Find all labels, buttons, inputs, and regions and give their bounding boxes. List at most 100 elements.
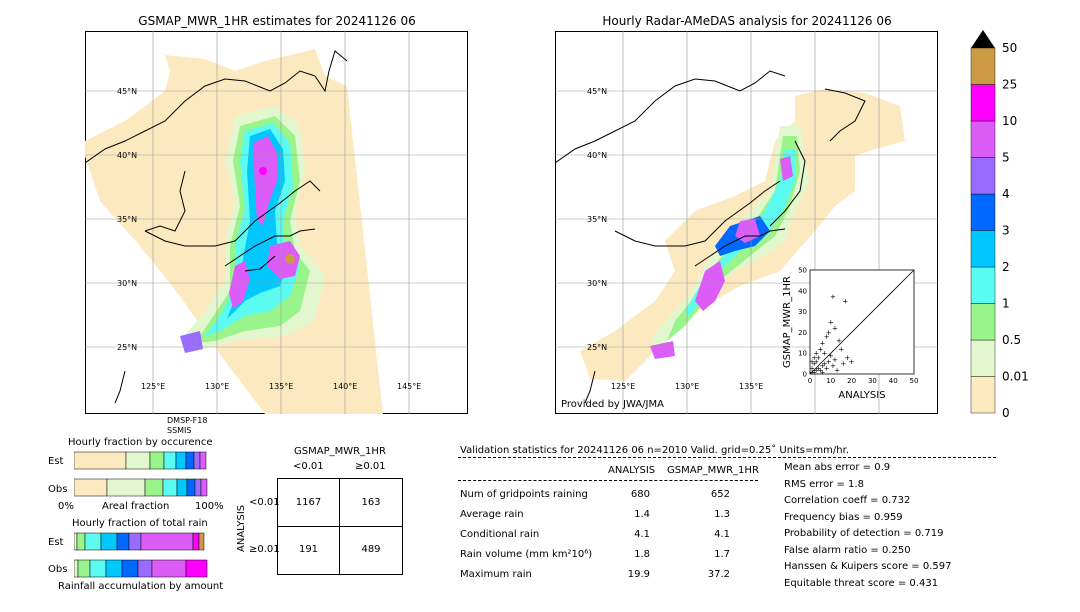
- scatter-ytick: 0: [803, 371, 807, 379]
- scatter-plot: ++++ +++ ++ ++++++++++++++++++++++++++ 0010…: [782, 267, 919, 402]
- lon-label: 135°E: [739, 382, 763, 391]
- colorbar-label: 4: [1002, 187, 1010, 201]
- scatter-point: +: [817, 366, 823, 374]
- occurrence-tick-0: 0%: [58, 501, 74, 512]
- obs-bar-seg: [186, 478, 196, 497]
- validation-divider: [458, 457, 996, 458]
- scatter-point: +: [834, 366, 840, 374]
- scatter-xlabel: ANALYSIS: [838, 390, 885, 401]
- totalrain-xlabel: Rainfall accumulation by amount: [58, 581, 224, 592]
- stat-label: Maximum rain: [460, 569, 532, 580]
- lon-label: 130°E: [675, 382, 699, 391]
- contingency-row-2: ≥0.01: [249, 544, 280, 555]
- stat-analysis-value: 19.9: [627, 569, 650, 580]
- col-gsmap: GSMAP_MWR_1HR: [667, 465, 759, 476]
- lat-label: 45°N: [587, 87, 607, 96]
- totalrain-bars: [74, 532, 208, 578]
- sensor-note: DMSP-F18 SSMIS: [167, 416, 208, 435]
- lon-label: 140°E: [333, 382, 357, 391]
- score-line: False alarm ratio = 0.250: [784, 544, 911, 556]
- scatter-ylabel: GSMAP_MWR_1HR: [782, 276, 793, 368]
- colorbar-label: 2: [1002, 260, 1010, 274]
- lat-label: 35°N: [587, 215, 607, 224]
- scatter-point: +: [820, 362, 826, 370]
- colorbar-label: 0: [1002, 406, 1010, 418]
- scatter-xtick: 10: [826, 377, 835, 385]
- scatter-point: +: [815, 364, 821, 372]
- colorbar-label: 50: [1002, 41, 1017, 55]
- colorbar-label: 0.01: [1002, 370, 1029, 384]
- col-analysis: ANALYSIS: [608, 465, 656, 476]
- scatter-point: +: [830, 293, 836, 301]
- colorbar-segment: [970, 47, 996, 85]
- scatter-xtick: 0: [808, 377, 812, 385]
- lat-label: 30°N: [117, 279, 137, 288]
- colorbar-segment: [970, 376, 996, 414]
- contingency-title: GSMAP_MWR_1HR: [294, 446, 386, 457]
- scatter-point: +: [826, 329, 832, 337]
- stat-analysis-value: 680: [630, 489, 650, 500]
- scatter-point: +: [809, 364, 815, 372]
- scatter-point: +: [813, 358, 819, 366]
- totalrain-est-label: Est: [48, 537, 64, 548]
- scatter-point: +: [824, 364, 830, 372]
- colorbar-segment: [970, 157, 996, 195]
- scatter-point: +: [845, 354, 851, 362]
- colorbar-label: 5: [1002, 151, 1010, 165]
- lon-label: 145°E: [397, 382, 421, 391]
- stat-gsmap-value: 1.3: [714, 509, 730, 520]
- colorbar-extend: [971, 30, 995, 48]
- lat-label: 40°N: [117, 151, 137, 160]
- score-line: Correlation coeff = 0.732: [784, 495, 911, 506]
- colorbar: 0 0.01 0.5 1 2 3 4 5 10 25 50: [970, 30, 1029, 418]
- scatter-ytick: 30: [798, 308, 807, 316]
- colorbar-label: 25: [1002, 78, 1017, 92]
- scatter-point: +: [809, 358, 815, 366]
- scatter-ytick: 40: [798, 287, 807, 295]
- obs-bar-seg: [194, 478, 202, 497]
- obs-bar-seg: [162, 478, 178, 497]
- est-bar-seg: [185, 451, 195, 470]
- lon-label: 125°E: [141, 382, 165, 391]
- est-bar-seg: [199, 451, 207, 470]
- right-map-title: Hourly Radar-AMeDAS analysis for 2024112…: [602, 14, 892, 28]
- scatter-point: +: [813, 366, 819, 374]
- est-bar-seg: [193, 451, 201, 470]
- stat-gsmap-value: 1.7: [714, 549, 730, 560]
- scatter-point: +: [820, 368, 826, 376]
- est-bar-seg: [149, 451, 165, 470]
- scatter-point: +: [836, 337, 842, 345]
- lon-label: 125°E: [611, 382, 635, 391]
- score-line: Equitable threat score = 0.431: [784, 577, 939, 589]
- stat-analysis-value: 1.8: [634, 549, 650, 560]
- scatter-point: +: [824, 333, 830, 341]
- scatter-xtick: 40: [889, 377, 898, 385]
- scatter-xtick: 30: [868, 377, 877, 385]
- scatter-xtick: 20: [847, 377, 856, 385]
- stat-analysis-value: 1.4: [634, 509, 650, 520]
- scatter-point: +: [811, 360, 817, 368]
- colorbar-label: 0.5: [1002, 333, 1021, 347]
- lon-label: 130°E: [205, 382, 229, 391]
- score-line: Frequency bias = 0.959: [784, 511, 903, 523]
- colorbar-segment: [970, 120, 996, 158]
- left-map: 45°N 40°N 35°N 30°N 25°N 125°E 130°E 135…: [85, 31, 468, 414]
- est-bar-seg: [163, 451, 177, 470]
- stat-analysis-value: 4.1: [634, 529, 650, 540]
- scatter-point: +: [848, 358, 854, 366]
- est-bar-seg: [125, 451, 151, 470]
- lon-label: 135°E: [269, 382, 293, 391]
- radar-violet-4: [780, 156, 793, 181]
- scatter-point: +: [817, 346, 823, 354]
- lat-label: 25°N: [117, 343, 137, 352]
- scatter-point: +: [820, 339, 826, 347]
- stat-gsmap-value: 4.1: [714, 529, 730, 540]
- occurrence-tick-1: 100%: [195, 501, 224, 512]
- scatter-point: +: [822, 360, 828, 368]
- cell-value: 489: [361, 544, 381, 555]
- contingency-table: 1167 163 191 489: [277, 478, 403, 575]
- score-line: RMS error = 1.8: [784, 478, 864, 490]
- scatter-xtick: 50: [910, 377, 919, 385]
- colorbar-segment: [970, 230, 996, 268]
- scatter-point: +: [809, 368, 815, 376]
